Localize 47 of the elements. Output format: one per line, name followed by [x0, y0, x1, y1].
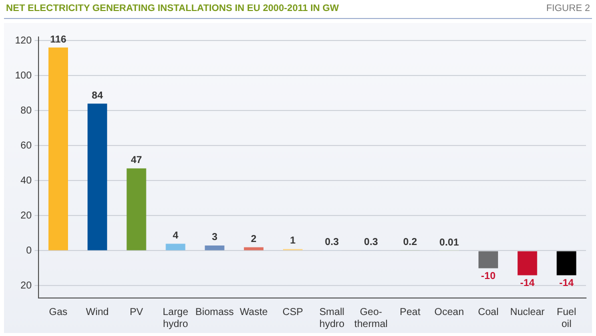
- data-label: 0.01: [439, 237, 460, 248]
- y-tick-label: 40: [20, 175, 32, 186]
- bar: [556, 251, 576, 276]
- y-tick-label: 80: [20, 105, 32, 116]
- y-tick-label: 100: [14, 70, 32, 82]
- data-label: 3: [212, 232, 218, 244]
- data-label: 116: [50, 34, 67, 46]
- y-tick-label: 20: [20, 280, 32, 292]
- data-label: -10: [481, 270, 496, 282]
- data-label: 0.3: [324, 236, 340, 248]
- bar: [518, 251, 538, 276]
- chart-title: NET ELECTRICITY GENERATING INSTALLATIONS IN EU 2000-2011 IN GW: [6, 3, 339, 14]
- x-tick-label: Waste: [240, 306, 268, 318]
- bar: [126, 168, 146, 250]
- x-tick-label: PV: [130, 306, 144, 318]
- y-tick-label: 20: [20, 210, 32, 222]
- data-label: 0.3: [364, 236, 378, 248]
- data-label: 0.2: [403, 237, 418, 248]
- bar: [48, 48, 68, 250]
- x-tick-label: Ocean: [434, 306, 464, 318]
- bar: [88, 104, 108, 250]
- bar: [478, 251, 498, 268]
- data-label: 4: [172, 230, 179, 242]
- data-label: -14: [559, 278, 574, 289]
- data-label: 47: [130, 155, 142, 166]
- x-tick-label: Large hydro: [162, 306, 189, 330]
- data-label: -14: [520, 278, 536, 289]
- x-tick-label: Coal: [478, 306, 499, 318]
- data-label: 1: [290, 236, 296, 247]
- data-label: 2: [250, 234, 257, 245]
- x-tick-label: CSP: [282, 306, 304, 318]
- data-label: 84: [92, 90, 104, 102]
- x-tick-label: Gas: [49, 306, 68, 318]
- y-tick-label: 60: [20, 140, 32, 152]
- x-tick-label: Nuclear: [510, 306, 546, 318]
- bar: [204, 245, 224, 250]
- x-tick-label: Wind: [86, 306, 109, 318]
- bar: [166, 244, 186, 250]
- caption: FIGURE 2: [546, 3, 590, 14]
- x-tick-label: Biomass: [195, 306, 234, 318]
- y-tick-label: 0: [26, 245, 32, 256]
- x-tick-label: Peat: [400, 306, 421, 318]
- y-tick-label: 120: [14, 35, 32, 46]
- bar: [244, 247, 264, 250]
- x-tick-label: Geo-thermal: [354, 306, 388, 330]
- x-tick-label: Small hydro: [319, 306, 345, 330]
- x-tick-label: Fuel oil: [556, 306, 576, 330]
